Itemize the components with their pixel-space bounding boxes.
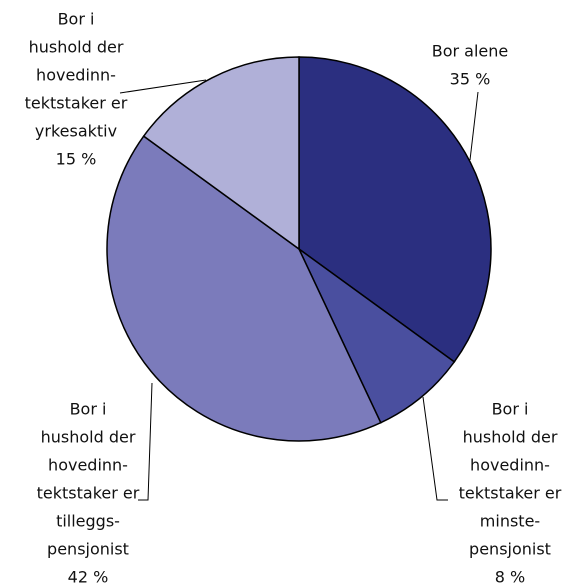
slice-label: hushold der xyxy=(29,38,124,57)
value-label: 42 % xyxy=(68,568,109,585)
pie-slice xyxy=(142,56,300,251)
slice-label: tilleggs- xyxy=(56,512,120,531)
slice-label: hushold der xyxy=(41,428,136,447)
slice-label: tektstaker er xyxy=(459,484,562,503)
slice-label: yrkesaktiv xyxy=(35,122,117,141)
slice-label: Bor i xyxy=(58,10,95,29)
slice-label: tektstaker er xyxy=(25,94,128,113)
value-label: 8 % xyxy=(495,568,525,585)
pie-slice xyxy=(298,56,492,363)
pie-slice xyxy=(298,248,456,424)
slice-label: hovedinn- xyxy=(36,66,116,85)
slice-label: Bor i xyxy=(492,400,529,419)
value-label: 15 % xyxy=(56,150,97,169)
value-label: 35 % xyxy=(450,70,491,89)
slice-label: minste- xyxy=(480,512,540,531)
leader-line xyxy=(422,396,448,501)
slice-label: Bor alene xyxy=(432,42,509,61)
slice-label: Bor i xyxy=(70,400,107,419)
slice-label: hovedinn- xyxy=(48,456,128,475)
leader-line xyxy=(119,79,207,94)
pie-slice xyxy=(106,135,382,442)
leader-line xyxy=(469,91,479,161)
slice-label: hushold der xyxy=(463,428,558,447)
slice-label: pensjonist xyxy=(469,540,551,559)
slice-label: pensjonist xyxy=(47,540,129,559)
leader-line xyxy=(138,382,153,501)
slice-label: tektstaker er xyxy=(37,484,140,503)
slice-label: hovedinn- xyxy=(470,456,550,475)
